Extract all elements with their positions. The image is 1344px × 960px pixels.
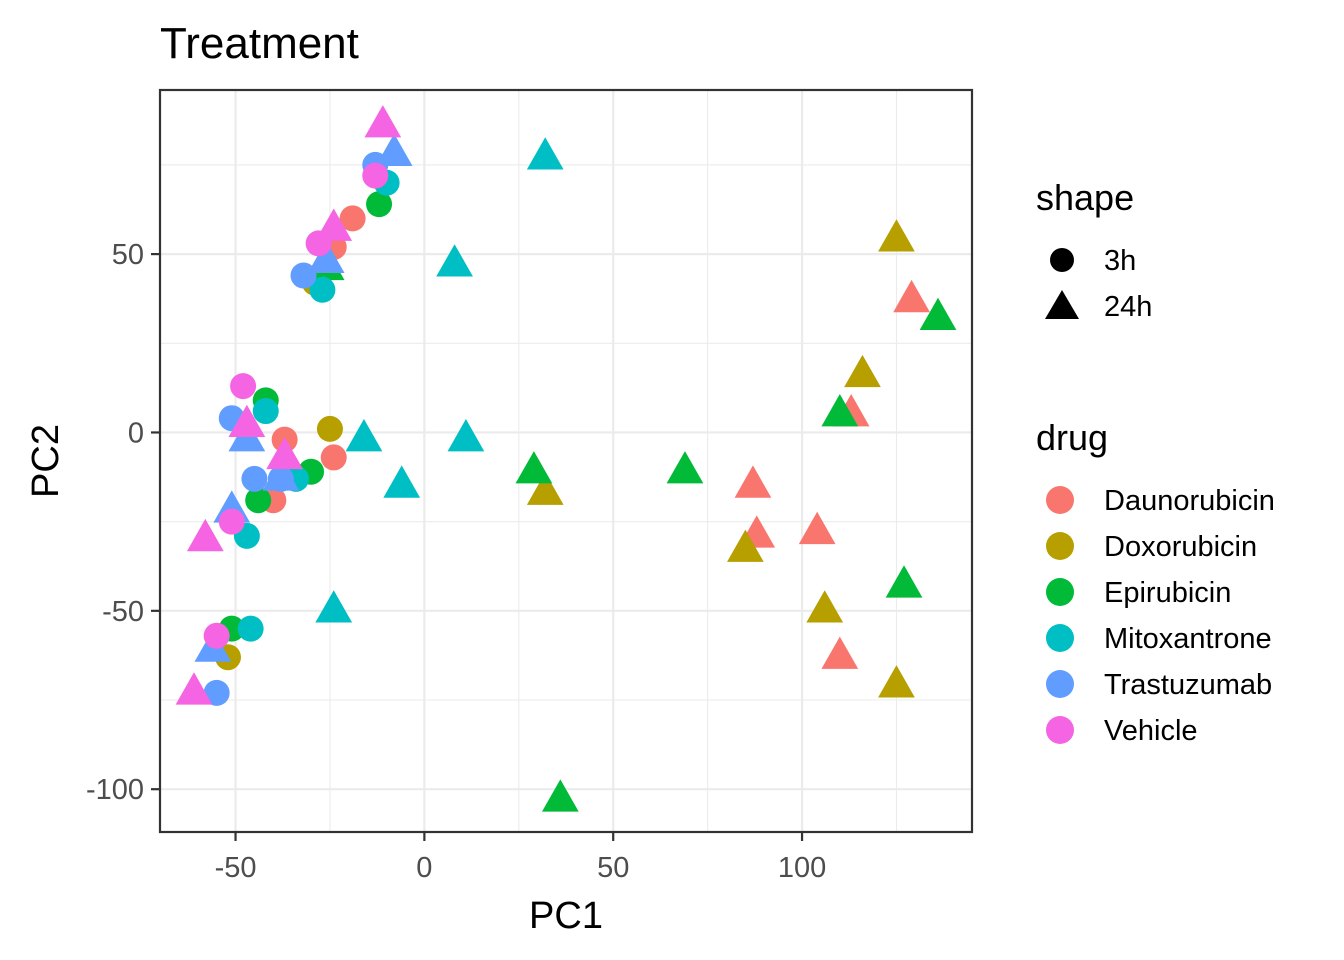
data-point-circle: [218, 508, 245, 535]
data-point-circle: [290, 262, 317, 289]
data-point-circle: [203, 622, 230, 649]
legend-key-color: [1046, 670, 1074, 698]
y-tick-label: -100: [86, 774, 144, 806]
drug-legend-label: Vehicle: [1104, 715, 1198, 747]
data-point-circle: [366, 191, 393, 218]
data-point-triangle: [844, 354, 881, 388]
legend-key-triangle: [1045, 290, 1079, 319]
legend-key-color: [1046, 532, 1074, 560]
data-point-triangle: [893, 279, 930, 313]
data-point-triangle: [821, 394, 859, 427]
x-tick-label: 100: [778, 852, 826, 884]
y-axis-title: PC2: [25, 424, 67, 498]
data-point-circle: [316, 415, 343, 442]
data-point-triangle: [266, 436, 303, 470]
data-point-triangle: [186, 518, 224, 552]
data-point-triangle: [666, 451, 704, 484]
panel-border: [158, 88, 974, 834]
drug-legend-label: Epirubicin: [1104, 577, 1231, 609]
grid-lines: [160, 90, 972, 832]
data-point-circle: [339, 205, 366, 232]
data-point-triangle: [383, 465, 421, 498]
chart-title: Treatment: [160, 19, 359, 68]
drug-legend-label: Mitoxantrone: [1104, 623, 1272, 655]
data-point-triangle: [821, 636, 859, 669]
data-point-circle: [252, 398, 279, 425]
drug-legend-title: drug: [1036, 417, 1108, 458]
data-point-triangle: [345, 419, 383, 452]
data-point-circle: [309, 276, 336, 303]
data-point-circle: [230, 373, 257, 400]
data-point-triangle: [806, 590, 844, 623]
shape-legend-label: 3h: [1104, 245, 1136, 277]
data-point-triangle: [375, 133, 413, 166]
data-point-triangle: [436, 244, 473, 277]
data-point-triangle: [175, 672, 213, 705]
data-point-circle: [237, 615, 264, 642]
legend-key-color: [1046, 716, 1074, 744]
data-point-triangle: [228, 404, 266, 438]
data-point-triangle: [307, 240, 345, 273]
legend-key-circle: [1050, 248, 1074, 272]
data-point-circle: [203, 679, 230, 706]
data-point-triangle: [541, 779, 579, 812]
data-point-circle: [245, 487, 272, 514]
x-axis-title: PC1: [529, 895, 603, 937]
data-point-triangle: [878, 219, 915, 252]
data-point-triangle: [447, 419, 485, 452]
data-point-triangle: [727, 529, 764, 562]
drug-legend-label: Doxorubicin: [1104, 531, 1257, 563]
drug-legend-label: Trastuzumab: [1104, 669, 1272, 701]
x-tick-label: 50: [597, 852, 629, 884]
data-point-triangle: [526, 472, 564, 505]
y-tick-label: 0: [128, 417, 144, 449]
data-point-triangle: [262, 458, 300, 491]
legend-key-color: [1046, 486, 1074, 514]
data-point-triangle: [798, 511, 836, 545]
data-point-triangle: [526, 137, 564, 170]
data-points: [175, 105, 957, 812]
data-point-triangle: [878, 665, 915, 698]
data-point-triangle: [885, 565, 923, 598]
data-point-triangle: [515, 451, 553, 484]
data-point-circle: [241, 465, 268, 492]
axes: -50 0 50 100 -100 -50 0 50: [86, 239, 826, 884]
drug-legend-label: Daunorubicin: [1104, 485, 1275, 517]
legend: shape 3h 24h drug Daunorubicin Doxorubicin Epi…: [1036, 177, 1275, 747]
legend-key-color: [1046, 578, 1074, 606]
x-tick-label: -50: [215, 852, 257, 884]
data-point-circle: [320, 444, 347, 471]
data-point-triangle: [734, 465, 772, 498]
data-point-triangle: [315, 590, 353, 623]
data-point-triangle: [315, 208, 353, 241]
y-tick-label: -50: [102, 596, 144, 628]
y-tick-label: 50: [112, 239, 144, 271]
shape-legend-label: 24h: [1104, 291, 1152, 323]
data-point-circle: [362, 162, 389, 189]
shape-legend-title: shape: [1036, 177, 1134, 218]
legend-key-color: [1046, 624, 1074, 652]
data-point-triangle: [364, 105, 402, 138]
x-tick-label: 0: [416, 852, 432, 884]
data-point-triangle: [919, 297, 957, 331]
